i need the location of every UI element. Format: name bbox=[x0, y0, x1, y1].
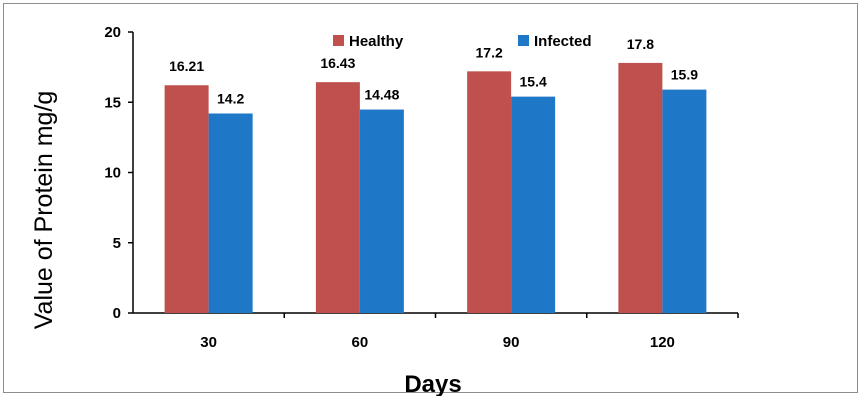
data-label-healthy-30: 16.21 bbox=[169, 58, 204, 74]
data-label-infected-120: 15.9 bbox=[671, 67, 698, 83]
x-tick-label-120: 120 bbox=[650, 334, 675, 351]
data-label-healthy-90: 17.2 bbox=[476, 44, 503, 60]
bars bbox=[164, 62, 707, 314]
data-label-healthy-60: 16.43 bbox=[320, 55, 355, 71]
data-label-healthy-120: 17.8 bbox=[627, 36, 654, 52]
y-axis-label: Value of Protein mg/g bbox=[30, 91, 58, 330]
x-tick-label-60: 60 bbox=[352, 334, 369, 351]
bar-healthy-30 bbox=[164, 85, 209, 313]
bar-healthy-90 bbox=[467, 71, 512, 313]
bar-healthy-60 bbox=[315, 82, 360, 313]
x-tick-label-30: 30 bbox=[200, 334, 217, 351]
data-label-infected-60: 14.48 bbox=[364, 87, 399, 103]
bar-infected-120 bbox=[662, 89, 707, 313]
y-tick-label-0: 0 bbox=[113, 305, 121, 322]
legend: Healthy Infected bbox=[333, 33, 592, 50]
legend-swatch-healthy bbox=[333, 35, 344, 46]
y-tick-label-5: 5 bbox=[113, 235, 121, 252]
x-tick-label-90: 90 bbox=[503, 334, 520, 351]
bar-infected-30 bbox=[208, 113, 253, 314]
bar-infected-90 bbox=[511, 96, 556, 313]
y-tick-label-15: 15 bbox=[104, 94, 121, 111]
chart-frame bbox=[3, 3, 858, 393]
legend-label-healthy: Healthy bbox=[349, 33, 404, 50]
x-axis-label: Days bbox=[404, 371, 461, 396]
bar-healthy-120 bbox=[618, 62, 663, 313]
data-label-infected-90: 15.4 bbox=[520, 74, 547, 90]
legend-label-infected: Infected bbox=[534, 33, 592, 50]
bar-infected-60 bbox=[359, 109, 404, 313]
legend-swatch-infected bbox=[518, 35, 529, 46]
y-tick-label-20: 20 bbox=[104, 24, 121, 41]
data-label-infected-30: 14.2 bbox=[217, 90, 244, 106]
data-labels: 16.21 14.2 16.43 14.48 17.2 15.4 17.8 15.9 bbox=[169, 36, 698, 107]
y-tick-label-10: 10 bbox=[104, 165, 121, 182]
